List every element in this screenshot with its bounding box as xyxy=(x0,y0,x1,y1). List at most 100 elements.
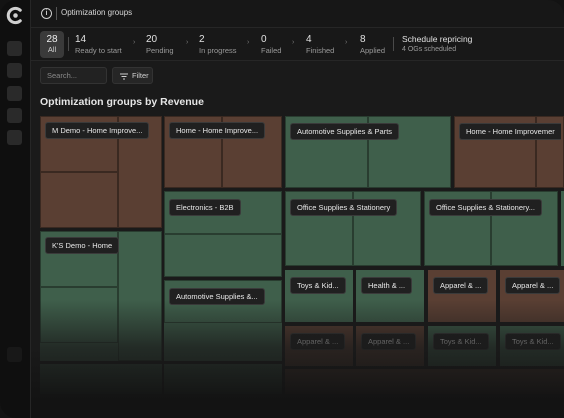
treemap-tile[interactable]: K'S Demo - Home xyxy=(40,231,162,361)
tile-label: M Demo - Home Improve... xyxy=(45,122,150,139)
treemap-tile[interactable] xyxy=(285,369,564,394)
status-tab-ready[interactable]: 14 Ready to start xyxy=(75,34,122,56)
tile-cell xyxy=(353,191,421,266)
tile-cell xyxy=(40,231,118,287)
sidebar-item-1[interactable] xyxy=(7,41,22,56)
tile-label: Apparel & ... xyxy=(361,333,417,350)
status-count: 0 xyxy=(261,34,267,45)
treemap-tile[interactable]: Toys & Kid... xyxy=(428,326,496,366)
tile-label: Office Supplies & Stationery... xyxy=(429,199,542,216)
divider xyxy=(68,37,69,51)
tile-cell xyxy=(40,287,118,343)
treemap-tile[interactable]: Office Supplies & Stationery... xyxy=(424,191,558,266)
treemap-tile[interactable]: Toys & Kid... xyxy=(285,270,353,322)
divider xyxy=(56,7,57,20)
treemap-tile[interactable]: Automotive Supplies &... xyxy=(164,280,282,361)
treemap-tile[interactable]: Apparel & ... xyxy=(356,326,424,366)
tile-cell xyxy=(164,234,282,277)
info-icon[interactable]: i xyxy=(41,8,52,19)
tile-cell xyxy=(424,191,491,266)
status-label: Failed xyxy=(261,46,282,55)
treemap-tile[interactable]: Home - Home Improve... xyxy=(164,116,282,188)
treemap-tile[interactable] xyxy=(561,191,564,266)
status-count: 8 xyxy=(360,34,366,45)
section-title: Optimization groups by Revenue xyxy=(40,96,204,108)
status-label: Pending xyxy=(146,46,174,55)
treemap-tile[interactable]: Home - Home Improvemer xyxy=(454,116,564,188)
filter-label: Filter xyxy=(132,71,149,80)
status-label: Finished xyxy=(306,46,335,55)
chevron-right-icon: › xyxy=(186,39,189,46)
status-tab-pending[interactable]: 20 Pending xyxy=(146,34,174,56)
sidebar-item-settings[interactable] xyxy=(7,347,22,362)
status-count: 4 xyxy=(306,34,312,45)
status-tab-in-progress[interactable]: 2 In progress xyxy=(199,34,237,56)
tile-cell xyxy=(118,231,162,361)
status-label: Ready to start xyxy=(75,46,122,55)
tile-cell xyxy=(40,116,118,172)
divider xyxy=(393,37,394,51)
tile-cell xyxy=(285,116,368,188)
sidebar-item-2[interactable] xyxy=(7,63,22,78)
status-bar: 28 All 14 Ready to start › 20 Pending › … xyxy=(31,28,564,61)
tile-label: Toys & Kid... xyxy=(505,333,561,350)
tile-label: Apparel & ... xyxy=(433,277,489,294)
sidebar-item-5[interactable] xyxy=(7,130,22,145)
tile-cell xyxy=(164,116,222,188)
treemap-tile[interactable]: Toys & Kid... xyxy=(500,326,564,366)
top-bar: i Optimization groups xyxy=(31,0,564,28)
app-logo-icon[interactable] xyxy=(6,6,25,25)
status-label: All xyxy=(47,45,57,54)
tile-label: Apparel & ... xyxy=(290,333,346,350)
status-count: 2 xyxy=(199,34,205,45)
status-count: 20 xyxy=(146,34,158,45)
tile-cell xyxy=(40,172,118,228)
treemap-tile[interactable]: M Demo - Home Improve... xyxy=(40,116,162,228)
tile-cell xyxy=(285,191,353,266)
tile-label: Electronics - B2B xyxy=(169,199,241,216)
tile-cell xyxy=(118,116,162,228)
tile-label: Health & ... xyxy=(361,277,413,294)
treemap-tile[interactable]: Apparel & ... xyxy=(500,270,564,322)
tile-cell xyxy=(164,191,282,234)
status-tab-finished[interactable]: 4 Finished xyxy=(306,34,334,56)
chevron-right-icon: › xyxy=(292,39,295,46)
tile-label: Toys & Kid... xyxy=(433,333,489,350)
treemap-tile[interactable]: Health & ... xyxy=(356,270,424,322)
tile-cell xyxy=(454,116,536,188)
status-tab-all[interactable]: 28 All xyxy=(40,31,64,58)
chevron-right-icon: › xyxy=(345,39,348,46)
tile-label: Automotive Supplies & Parts xyxy=(290,123,400,140)
tile-label: Office Supplies & Stationery xyxy=(290,199,398,216)
schedule-repricing-link[interactable]: Schedule repricing xyxy=(402,34,473,44)
treemap-tile[interactable]: Electronics - B2B xyxy=(164,191,282,277)
search-input[interactable]: Search... xyxy=(40,67,107,84)
tile-label: Toys & Kid... xyxy=(290,277,346,294)
status-count: 14 xyxy=(75,34,87,45)
chevron-right-icon: › xyxy=(247,39,250,46)
status-label: Applied xyxy=(360,46,386,55)
treemap-tile[interactable] xyxy=(164,364,282,394)
status-tab-applied[interactable]: 8 Applied xyxy=(360,34,385,56)
treemap-tile[interactable]: Office Supplies & Stationery xyxy=(285,191,421,266)
filter-button[interactable]: Filter xyxy=(112,67,153,84)
schedule-subtitle: 4 OGs scheduled xyxy=(402,46,457,53)
status-count: 28 xyxy=(46,34,58,45)
treemap-tile[interactable] xyxy=(40,364,162,394)
tile-cell xyxy=(368,116,451,188)
treemap-tile[interactable]: Apparel & ... xyxy=(285,326,353,366)
page-title: Optimization groups xyxy=(61,8,133,17)
tile-label: Automotive Supplies &... xyxy=(169,288,265,305)
sidebar-item-4[interactable] xyxy=(7,108,22,123)
tile-cell xyxy=(222,116,282,188)
tile-label: Apparel & ... xyxy=(505,277,561,294)
chevron-right-icon: › xyxy=(133,39,136,46)
treemap-tile[interactable]: Apparel & ... xyxy=(428,270,496,322)
status-tab-failed[interactable]: 0 Failed xyxy=(261,34,281,56)
tile-cell xyxy=(491,191,558,266)
filter-icon xyxy=(120,73,128,80)
tile-label: Home - Home Improvemer xyxy=(459,123,561,140)
treemap-tile[interactable]: Automotive Supplies & Parts xyxy=(285,116,451,188)
sidebar-item-3[interactable] xyxy=(7,86,22,101)
